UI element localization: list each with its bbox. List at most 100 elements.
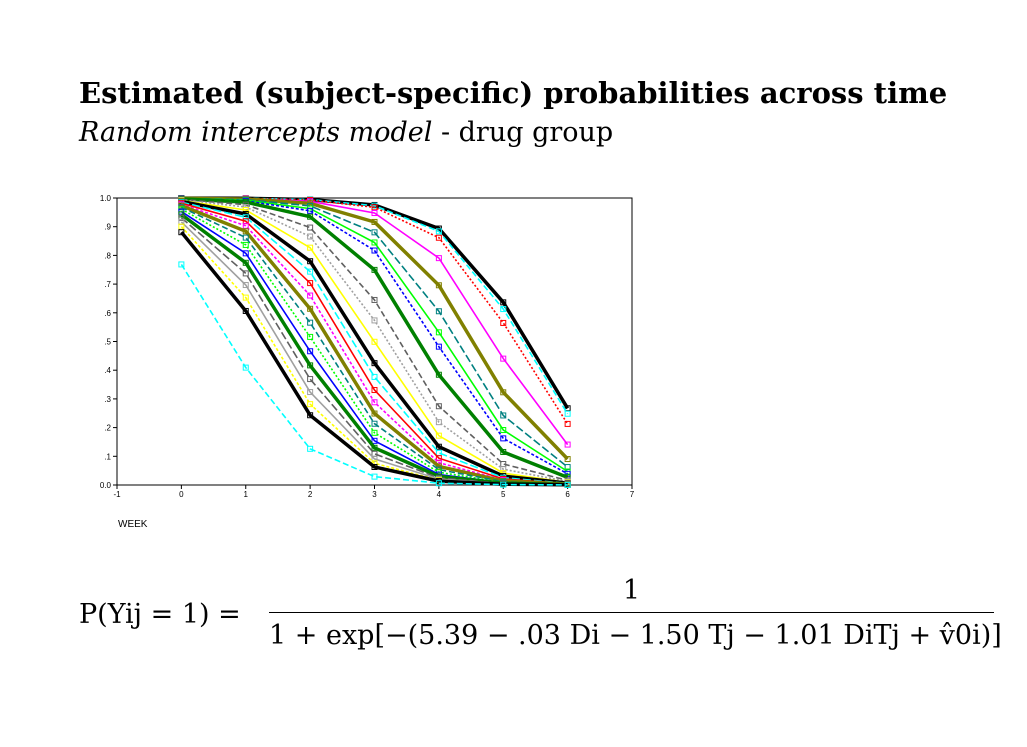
subtitle-rest: - drug group [432,117,614,148]
x-tick-label: -1 [113,490,121,499]
series-point [435,329,442,336]
y-tick-label: .1 [104,452,111,461]
series-point [371,239,378,246]
series-point [435,419,442,426]
series-point [435,282,442,289]
x-tick-label: 5 [501,490,506,499]
series-point [500,306,507,313]
x-tick-label: 6 [565,490,570,499]
formula-fraction: 1 1 + exp[−(5.39 − .03 Di − 1.50 Tj − 1.… [269,572,1002,655]
series-point [371,210,378,217]
subtitle-italic: Random intercepts model [79,117,433,148]
series-point [371,420,378,427]
series-point [435,432,442,439]
series-point [500,435,507,442]
series-point [564,410,571,417]
y-tick-label: .6 [104,309,111,318]
series-point [242,282,249,289]
series-point [178,223,185,230]
series-point [307,445,314,452]
series-point [178,211,185,218]
y-tick-label: .8 [104,251,111,260]
series-point [371,437,378,444]
series-point [500,389,507,396]
probability-line-chart: -1 0 1 2 3 4 5 6 7 0.0 .1 .2 .3 .4 .5 .6 .7 .8 .9 1.0 WEEK [100,194,635,530]
series-point [307,319,314,326]
series-point [371,399,378,406]
series-point [371,317,378,324]
series-point [307,362,314,369]
series-line [180,263,568,486]
series-point [564,420,571,427]
series-point [371,229,378,236]
series-point [435,455,442,462]
series-line [181,197,569,473]
y-tick-label: .4 [104,366,111,375]
series-point [371,266,378,273]
series-point [371,473,378,480]
x-tick-label: 3 [372,490,377,499]
series-point [242,228,249,235]
series-point [307,376,314,383]
series-point [178,229,185,236]
series-point [371,296,378,303]
y-tick-label: .2 [104,424,111,433]
series-point [371,218,378,225]
x-tick-label: 2 [308,490,313,499]
series-point [307,412,314,419]
series-point [242,259,249,266]
series-point [500,448,507,455]
series-point [371,204,378,211]
series-point [307,258,314,265]
series-point [178,214,185,221]
series-point [435,443,442,450]
series-point [371,463,378,470]
series-line [181,208,568,486]
series-point [242,307,249,314]
series-point [307,280,314,287]
x-tick-label: 1 [244,490,249,499]
series-point [371,247,378,254]
series-point [371,455,378,462]
series-point [500,355,507,362]
y-tick-label: .5 [104,338,111,347]
series-point [564,456,571,463]
y-tick-label: .7 [104,280,111,289]
series-point [307,348,314,355]
slide-subtitle: Random intercepts model - drug group [79,117,613,148]
series-line [180,226,568,486]
series-point [242,250,249,257]
series-point [307,224,314,231]
series-point [242,241,249,248]
series-point [242,270,249,277]
series-point [307,233,314,240]
series-line [181,197,569,468]
series-point [307,401,314,408]
series-point [500,427,507,434]
formula-numerator: 1 [622,575,641,606]
series-point [500,319,507,326]
series-point [435,228,442,235]
series-point [435,234,442,241]
series-point [307,268,314,275]
y-tick-label: .3 [104,395,111,404]
series-point [371,410,378,417]
series-line [181,197,568,475]
series-point [435,371,442,378]
series-point [371,444,378,451]
series-point [242,214,249,221]
series-point [242,210,249,217]
x-tick-label: 7 [630,490,635,499]
series-point [564,464,571,471]
formula-denominator: 1 + exp[−(5.39 − .03 Di − 1.50 Tj − 1.01… [269,620,1002,651]
fraction-bar [269,612,994,613]
series-point [435,463,442,470]
x-tick-label: 4 [437,490,442,499]
series-point [500,481,507,488]
y-tick-label: 1.0 [100,194,112,203]
series-point [371,360,378,367]
series-point [564,441,571,448]
series-point [178,261,185,268]
series-point [435,255,442,262]
x-tick-label: 0 [179,490,184,499]
